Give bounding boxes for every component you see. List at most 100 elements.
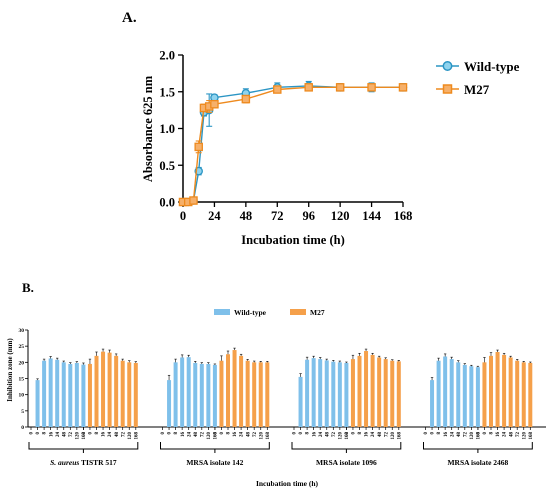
bar-wild-type	[206, 363, 211, 427]
b-x-tick-label: 0	[168, 432, 173, 435]
data-point-m27	[335, 83, 345, 92]
bar-wild-type	[344, 362, 349, 427]
b-x-tick-label: 0	[82, 432, 87, 435]
bar-m27	[245, 360, 250, 427]
panel-b-y-axis-title: Inhibition zone (mm)	[6, 338, 14, 402]
bar-m27	[239, 355, 244, 427]
bar-wild-type	[48, 358, 53, 427]
bar-m27	[265, 362, 270, 427]
b-x-tick-label: 24	[503, 432, 508, 438]
bar-m27	[364, 351, 369, 427]
y-tick-label: 1.5	[159, 85, 175, 99]
b-x-tick-label: 8	[490, 432, 495, 435]
legend-wild-type-label: Wild-type	[464, 59, 520, 74]
bar-wild-type	[469, 366, 474, 427]
bar-wild-type	[173, 362, 178, 427]
legend-b-wild-type-swatch	[214, 309, 230, 315]
bar-wild-type	[311, 358, 316, 427]
bar-wild-type	[462, 364, 467, 427]
b-x-tick-label: 0	[30, 432, 35, 435]
b-x-tick-label: 72	[516, 432, 521, 438]
b-x-tick-label: 8	[437, 432, 442, 435]
b-x-tick-label: 72	[69, 432, 74, 438]
b-x-tick-label: 0	[36, 432, 41, 435]
b-x-tick-label: 0	[293, 432, 298, 435]
panel-b-legend: Wild-type M27	[214, 308, 325, 317]
group-label: S. aureus TISTR 517	[50, 458, 117, 467]
bar-m27	[252, 362, 257, 427]
b-x-tick-label: 168	[529, 432, 534, 440]
bar-wild-type	[186, 357, 191, 427]
panel-b-x-axis-title: Incubation time (h)	[256, 479, 319, 488]
group-bracket	[160, 442, 270, 450]
b-x-tick-label: 120	[391, 432, 396, 440]
b-x-tick-label: 16	[365, 432, 370, 438]
b-x-tick-label: 72	[463, 432, 468, 438]
b-x-tick-label: 120	[522, 432, 527, 440]
bar-wild-type	[180, 357, 185, 427]
panel-a-chart: 0.0 0.5 1.0 1.5 2.0 0 24 48 72 96 120 144 168	[159, 49, 412, 224]
b-x-tick-label: 8	[227, 432, 232, 435]
bar-wild-type	[74, 362, 79, 427]
b-x-tick-label: 16	[49, 432, 54, 438]
legend-m27-marker	[442, 84, 453, 94]
bar-wild-type	[443, 356, 448, 427]
bar-wild-type	[212, 364, 217, 427]
bar-m27	[120, 360, 125, 427]
x-tick-label: 0	[180, 209, 186, 223]
b-y-tick-label: 20	[19, 360, 25, 366]
bar-wild-type	[35, 380, 40, 427]
group-label: MRSA isolate 2468	[447, 458, 508, 467]
data-point-m27	[241, 94, 251, 104]
b-x-tick-label: 0	[483, 432, 488, 435]
b-x-tick-label: 0	[220, 432, 225, 435]
legend-wild-type-marker	[442, 61, 453, 71]
legend-b-m27-swatch	[290, 309, 306, 315]
bar-m27	[94, 355, 99, 427]
bar-wild-type	[42, 360, 47, 427]
b-x-tick-label: 24	[319, 432, 324, 438]
b-x-tick-label: 24	[240, 432, 245, 438]
b-x-tick-label: 16	[496, 432, 501, 438]
legend-b-wild-type-label: Wild-type	[234, 308, 267, 317]
x-tick-label: 120	[331, 209, 350, 223]
bar-wild-type	[305, 359, 310, 427]
b-x-tick-label: 48	[378, 432, 383, 438]
bar-m27	[502, 354, 507, 427]
b-x-tick-label: 8	[95, 432, 100, 435]
b-x-tick-label: 48	[115, 432, 120, 438]
y-tick-label: 0.5	[159, 159, 175, 173]
x-tick-label: 96	[302, 209, 315, 223]
b-x-tick-label: 120	[207, 432, 212, 440]
panel-a-label: A.	[122, 10, 137, 26]
b-x-tick-label: 120	[470, 432, 475, 440]
data-point-m27	[367, 83, 376, 92]
bar-m27	[377, 357, 382, 427]
bar-wild-type	[298, 376, 303, 427]
b-x-tick-label: 16	[444, 432, 449, 438]
b-x-tick-label: 24	[187, 432, 192, 438]
bar-m27	[107, 352, 112, 427]
bar-wild-type	[449, 359, 454, 427]
b-x-tick-label: 72	[253, 432, 258, 438]
bar-m27	[396, 361, 401, 427]
b-x-tick-label: 0	[352, 432, 357, 435]
x-tick-label: 24	[208, 209, 221, 223]
b-x-tick-label: 0	[477, 432, 482, 435]
bar-wild-type	[61, 362, 66, 427]
x-tick-label: 48	[240, 209, 253, 223]
b-y-tick-label: 5	[21, 409, 24, 415]
bar-m27	[350, 359, 355, 427]
data-point-m27	[189, 196, 198, 205]
b-x-tick-label: 24	[450, 432, 455, 438]
b-x-tick-label: 48	[62, 432, 67, 438]
b-x-tick-label: 0	[345, 432, 350, 435]
b-x-tick-label: 120	[338, 432, 343, 440]
b-x-tick-label: 168	[477, 432, 482, 440]
b-x-tick-label: 24	[108, 432, 113, 438]
bar-m27	[114, 355, 119, 427]
b-x-tick-label: 72	[332, 432, 337, 438]
bar-m27	[127, 362, 132, 427]
bar-m27	[357, 355, 362, 427]
y-tick-label: 1.0	[159, 122, 175, 136]
